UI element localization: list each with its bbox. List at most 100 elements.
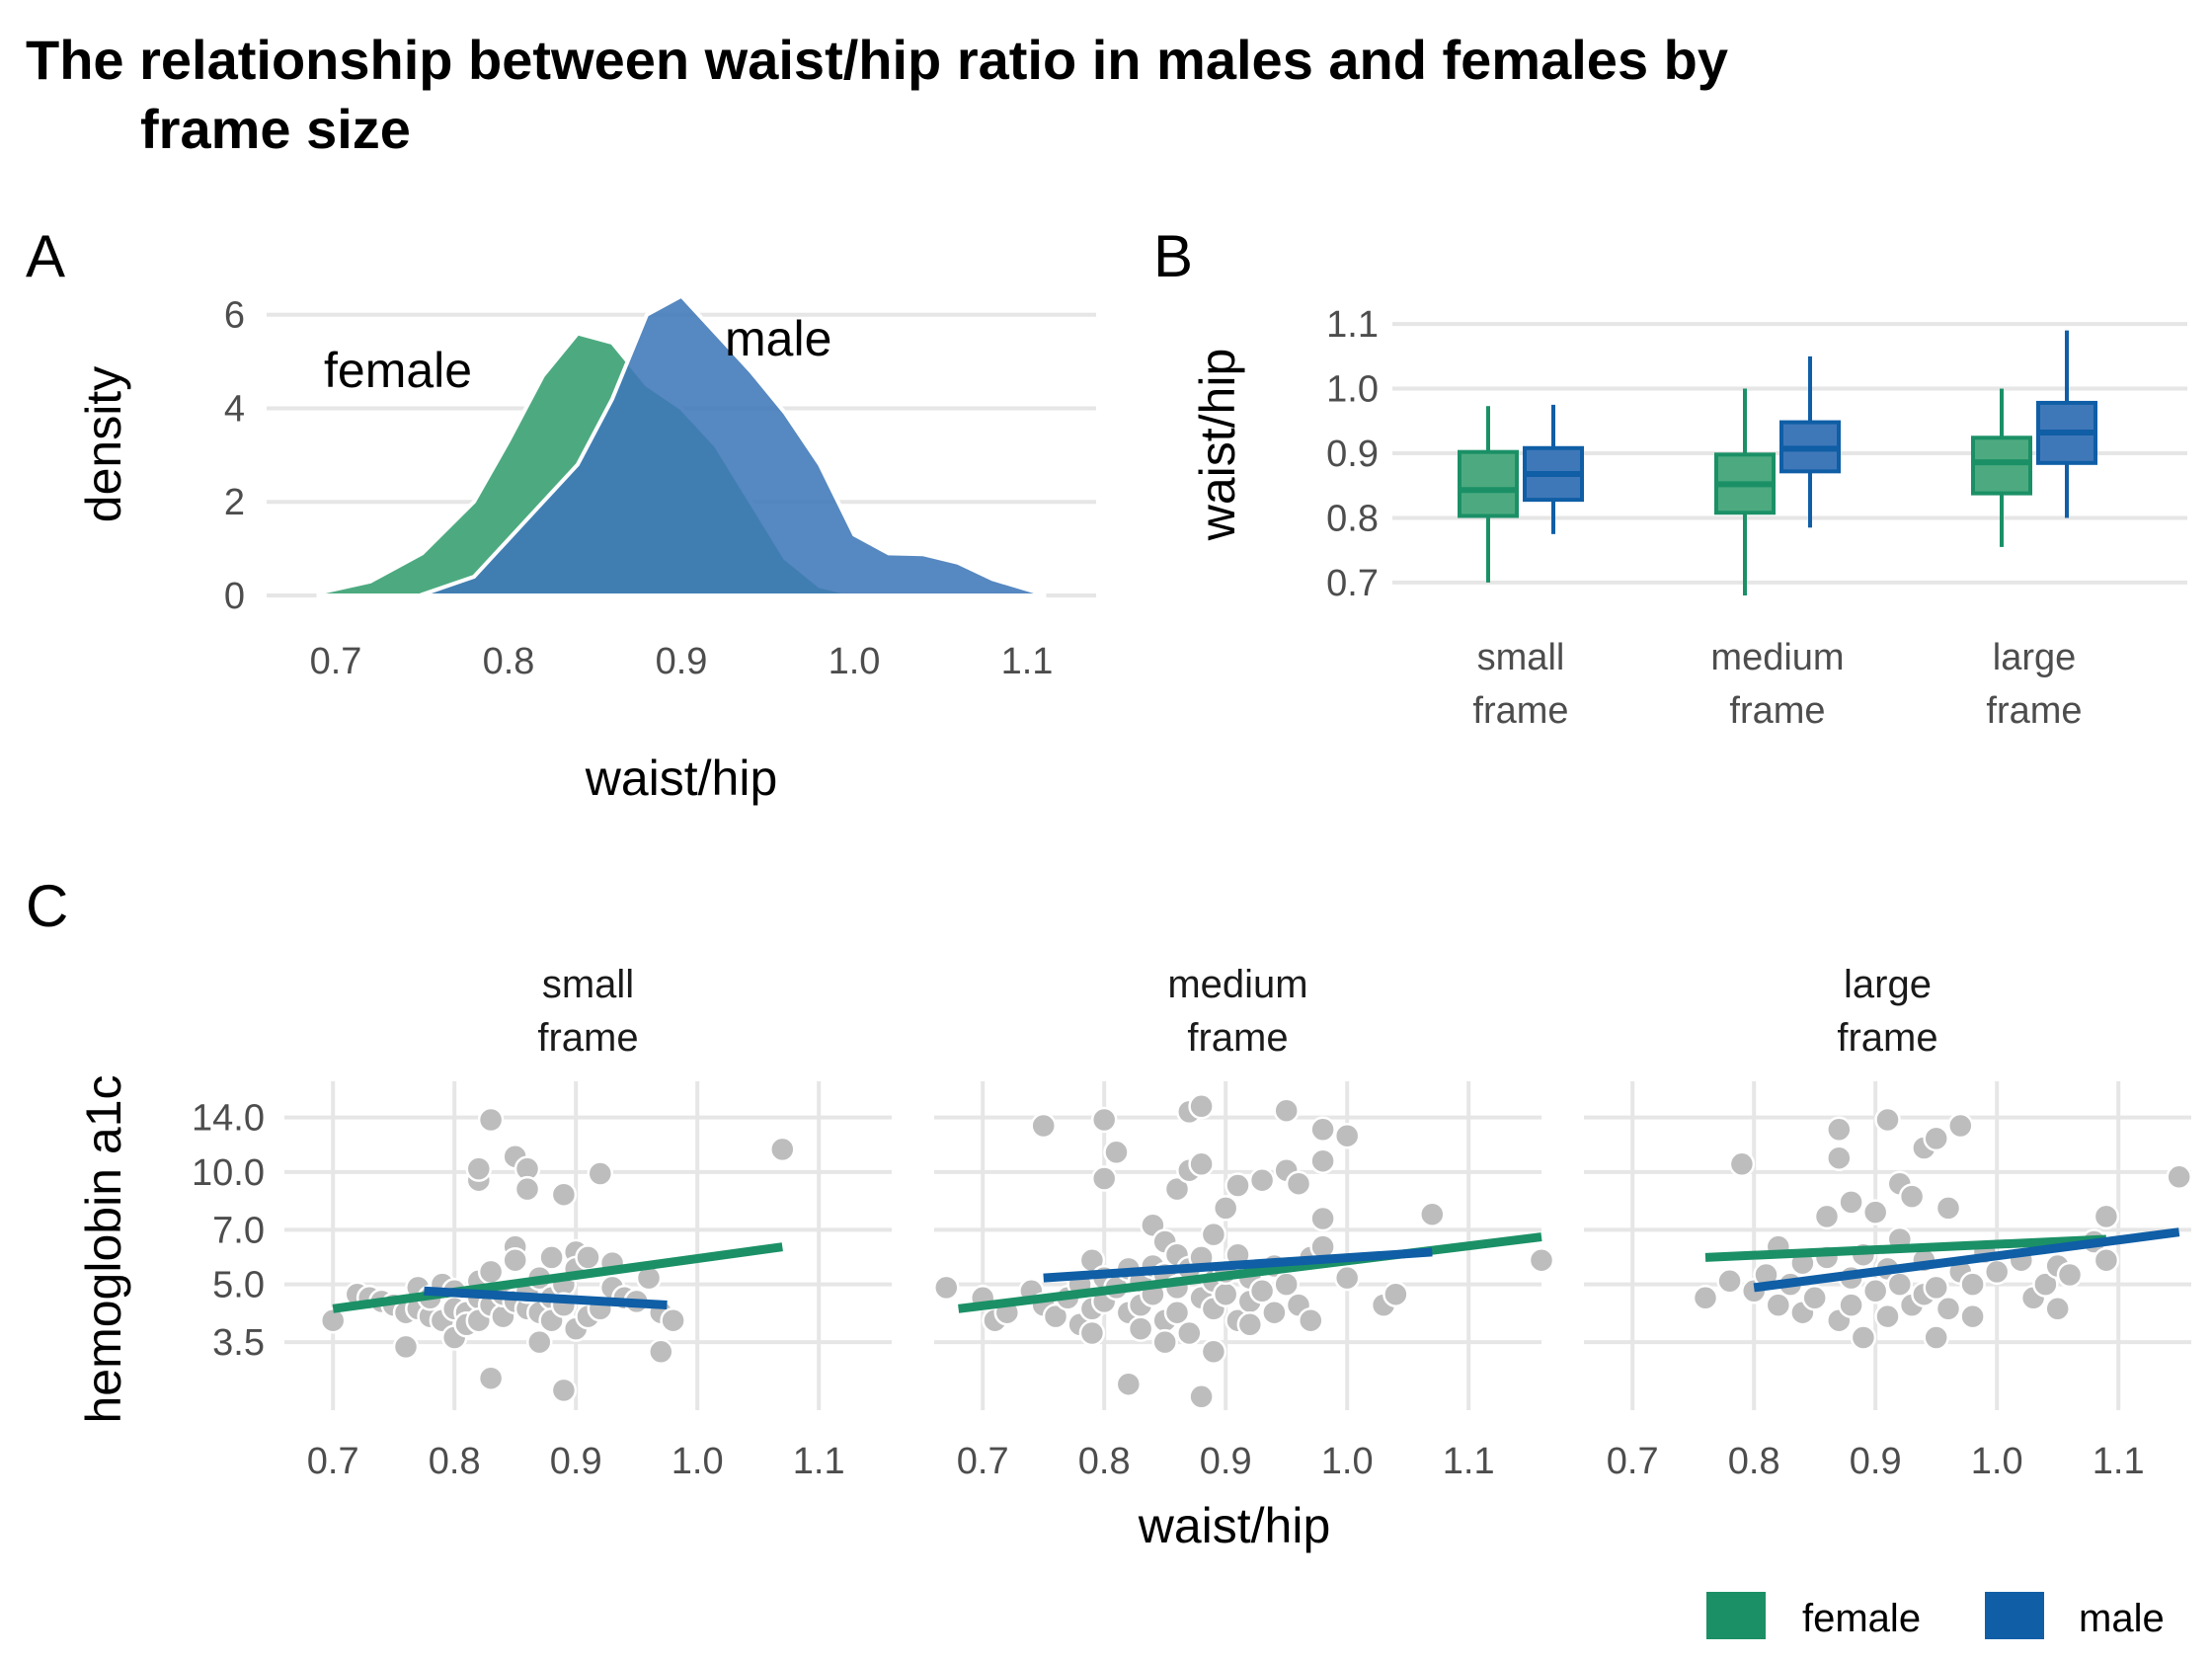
panel-b-box-female [1458,449,1519,518]
panel-c-point [1947,1112,1974,1140]
panel-c-point [933,1274,960,1302]
panel-c-point [587,1160,614,1187]
panel-a-density-male [420,293,1047,597]
panel-c-point [1333,1264,1361,1292]
legend-swatch-male [1985,1592,2044,1639]
panel-c-point [538,1244,565,1271]
panel-c-point [502,1246,528,1274]
panel-c-point [1861,1199,1889,1225]
panel-c-trend-male [1043,1247,1433,1283]
panel-c-point [2166,1163,2192,1191]
panel-c-ytick-label: 14.0 [192,1098,265,1140]
panel-c-point [477,1106,505,1134]
panel-c-point [1826,1116,1853,1144]
panel-c-point [1261,1299,1288,1326]
panel-c-point [1935,1296,1962,1322]
panel-c-point [1728,1150,1756,1178]
panel-a-xtick-label: 1.0 [829,641,881,682]
panel-c-point [1716,1268,1743,1295]
panel-a-ytick-label: 4 [224,388,245,430]
panel-c-point [1103,1139,1130,1166]
panel-c-point [1935,1195,1962,1222]
panel-c-point [1874,1303,1901,1330]
panel-c-point [1090,1106,1118,1134]
panel-c-point [1382,1281,1409,1307]
panel-b-xtick-label: small [1477,637,1565,678]
panel-c-ytick-label: 5.0 [212,1265,265,1306]
panel-c-point [526,1328,553,1356]
panel-a-x-axis-title: waist/hip [585,750,778,806]
panel-c-trend-female [332,1242,783,1313]
panel-b-xtick-label: frame [1729,690,1825,732]
panel-c-xtick-label: 1.1 [1443,1441,1495,1482]
panel-c-point [2044,1296,2071,1322]
panel-c-xtick-label: 1.0 [1321,1441,1374,1482]
panel-c-point [1838,1292,1864,1318]
panel-c-point [1078,1319,1106,1347]
panel-c-point [1151,1328,1178,1356]
panel-c-point [660,1306,686,1334]
panel-a-label-female: female [324,343,472,398]
panel-a-xtick-label: 0.9 [656,641,708,682]
panel-c-scatter: 0.7 0.8 0.9 1.0 1.1 small frame 0.7 0.8 0.9 1.0 1.1… [76,963,2192,1553]
panel-b-xtick-label: frame [1472,690,1568,732]
panel-c-point [1212,1195,1239,1222]
panel-c-point [1861,1278,1889,1304]
panel-c-trend-female [1704,1234,2107,1262]
panel-c-point [514,1175,541,1203]
panel-c-xtick-label: 1.1 [793,1441,845,1482]
panel-c-strip-label: large [1844,963,1932,1006]
panel-c-point [1090,1165,1118,1192]
panel-c-point [1923,1125,1949,1152]
panel-c-point [1188,1383,1215,1410]
panel-c-point [1298,1306,1324,1334]
panel-c-xtick-label: 0.8 [1078,1441,1131,1482]
panel-b-y-axis-title: waist/hip [1190,349,1245,542]
panel-c-point [648,1338,674,1366]
panel-c-point [1163,1299,1191,1326]
panel-c-point [1309,1205,1336,1232]
panel-c-point [477,1258,505,1286]
panel-c-ytick-label: 10.0 [192,1152,265,1194]
panel-b-ytick-label: 1.0 [1326,369,1379,411]
panel-c-point [1528,1246,1555,1274]
panel-b-xtick-label: large [1993,637,2077,678]
panel-c-point [1248,1278,1276,1304]
panel-c-point [477,1365,505,1391]
panel-c-point [1898,1183,1926,1210]
panel-c-strip-label: frame [1837,1016,1937,1060]
panel-c-point [1236,1311,1264,1338]
panel-c-point [1200,1221,1227,1248]
panel-c-xtick-label: 0.9 [1200,1441,1252,1482]
panel-b-ytick-label: 0.9 [1326,434,1379,475]
panel-a-ytick-label: 6 [224,295,245,337]
legend: female male [1706,1592,2165,1640]
panel-c-xtick-label: 0.7 [307,1441,359,1482]
panel-c-point [550,1181,578,1208]
panel-b-ytick-label: 1.1 [1326,304,1379,346]
panel-c-point [1127,1315,1154,1342]
panel-c-point [1224,1172,1251,1199]
panel-c-strip-label: frame [1187,1016,1288,1060]
panel-c-point [1188,1093,1215,1120]
panel-c-xtick-label: 1.0 [1971,1441,2023,1482]
panel-c-point [2093,1246,2120,1274]
panel-c-xtick-label: 1.1 [2093,1441,2145,1482]
panel-c-point [1419,1201,1446,1227]
panel-c-strip-label: frame [537,1016,638,1060]
panel-c-xtick-label: 0.7 [1607,1441,1659,1482]
panel-c-point [1813,1203,1841,1230]
panel-a-xtick-label: 0.8 [483,641,535,682]
panel-c-point [1983,1258,2011,1286]
panel-b-ytick-label: 0.7 [1326,563,1379,604]
legend-swatch-female [1706,1592,1766,1639]
panel-c-point [1163,1175,1191,1203]
panel-c-point [465,1155,493,1182]
panel-c-point [1248,1166,1276,1194]
panel-c-x-axis-title: waist/hip [1138,1498,1331,1553]
panel-c-point [2056,1261,2084,1289]
panel-c-trend-male [424,1286,668,1310]
panel-c-point [1959,1303,1986,1330]
panel-c-point [1801,1285,1828,1311]
panel-c-point [2093,1203,2120,1230]
